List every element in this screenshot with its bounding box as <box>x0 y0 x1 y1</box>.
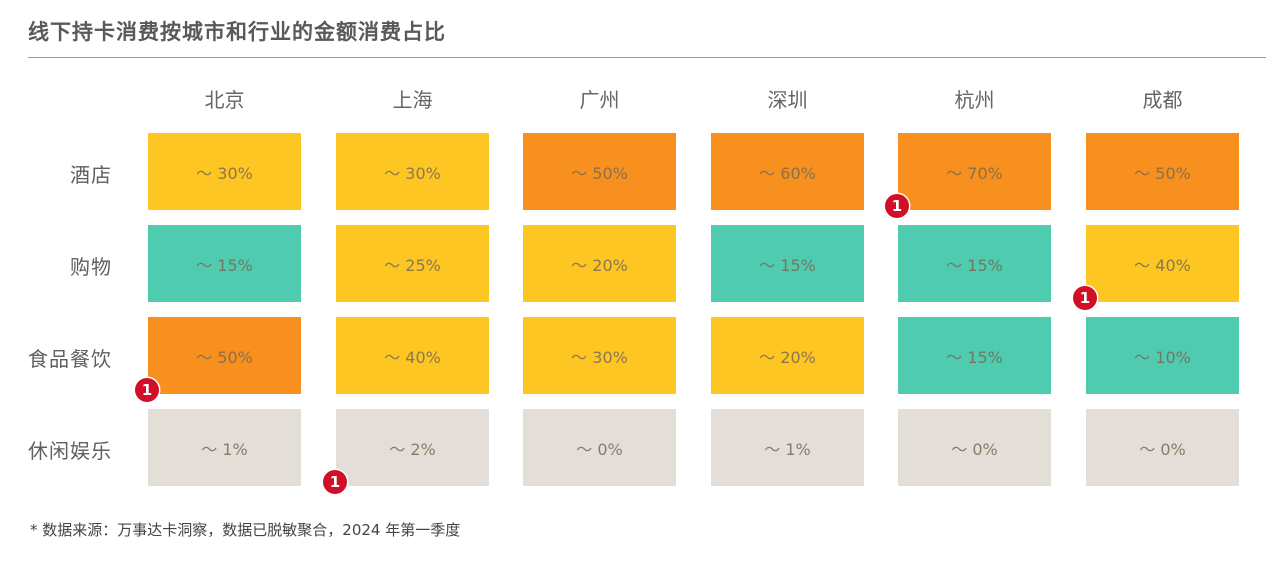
cell-value-label: ～ 30% <box>571 347 628 367</box>
cell-value-label: ～ 15% <box>946 347 1003 367</box>
column-header: 北京 <box>204 88 245 112</box>
heatmap-cell: ～ 50% <box>148 317 301 394</box>
cell-value-label: ～ 40% <box>1134 255 1191 275</box>
cell-value-label: ～ 50% <box>196 347 253 367</box>
cell-value-label: ～ 50% <box>571 163 628 183</box>
cell-value-label: ～ 50% <box>1134 163 1191 183</box>
cell-value-label: ～ 0% <box>1139 439 1186 459</box>
title-divider <box>28 57 1266 58</box>
column-header: 广州 <box>579 88 620 112</box>
row-header: 购物 <box>70 255 112 279</box>
heatmap-cell: ～ 40% <box>1086 225 1239 302</box>
cell-value-label: ～ 0% <box>951 439 998 459</box>
heatmap-cell: ～ 30% <box>523 317 676 394</box>
footnote: * 数据来源：万事达卡洞察，数据已脱敏聚合，2024 年第一季度 <box>30 521 461 539</box>
heatmap-cell: ～ 15% <box>711 225 864 302</box>
column-header: 深圳 <box>767 88 808 112</box>
row-header: 酒店 <box>70 163 112 187</box>
cell-value-label: ～ 20% <box>571 255 628 275</box>
heatmap-cell: ～ 20% <box>523 225 676 302</box>
heatmap-cell: ～ 40% <box>336 317 489 394</box>
column-header: 杭州 <box>954 88 995 112</box>
heatmap-cell: ～ 30% <box>336 133 489 210</box>
heatmap-cell: ～ 1% <box>711 409 864 486</box>
cell-value-label: ～ 30% <box>384 163 441 183</box>
heatmap-cell: ～ 25% <box>336 225 489 302</box>
cell-value-label: ～ 60% <box>759 163 816 183</box>
cell-value-label: ～ 25% <box>384 255 441 275</box>
annotation-marker: 1 <box>1073 286 1097 310</box>
column-header: 成都 <box>1142 88 1183 112</box>
cell-value-label: ～ 15% <box>759 255 816 275</box>
heatmap-cell: ～ 2% <box>336 409 489 486</box>
heatmap-cell: ～ 60% <box>711 133 864 210</box>
cell-value-label: ～ 1% <box>764 439 811 459</box>
cell-value-label: ～ 2% <box>389 439 436 459</box>
cell-value-label: ～ 10% <box>1134 347 1191 367</box>
chart-title: 线下持卡消费按城市和行业的金额消费占比 <box>28 20 446 44</box>
annotation-marker: 1 <box>885 194 909 218</box>
column-header: 上海 <box>392 88 433 112</box>
heatmap-cell: ～ 0% <box>1086 409 1239 486</box>
heatmap-cell: ～ 50% <box>1086 133 1239 210</box>
row-header: 休闲娱乐 <box>28 439 112 463</box>
row-header: 食品餐饮 <box>28 347 112 371</box>
cell-value-label: ～ 1% <box>201 439 248 459</box>
cell-value-label: ～ 70% <box>946 163 1003 183</box>
heatmap-cell: ～ 15% <box>898 317 1051 394</box>
annotation-marker: 1 <box>135 378 159 402</box>
cell-value-label: ～ 30% <box>196 163 253 183</box>
cell-value-label: ～ 20% <box>759 347 816 367</box>
heatmap-cell: ～ 70% <box>898 133 1051 210</box>
cell-value-label: ～ 15% <box>946 255 1003 275</box>
heatmap-cell: ～ 0% <box>523 409 676 486</box>
heatmap-cell: ～ 20% <box>711 317 864 394</box>
heatmap-cell: ～ 30% <box>148 133 301 210</box>
cell-value-label: ～ 15% <box>196 255 253 275</box>
heatmap-cell: ～ 50% <box>523 133 676 210</box>
heatmap-cell: ～ 1% <box>148 409 301 486</box>
cell-value-label: ～ 40% <box>384 347 441 367</box>
heatmap-cell: ～ 15% <box>148 225 301 302</box>
annotation-marker: 1 <box>323 470 347 494</box>
heatmap-cell: ～ 0% <box>898 409 1051 486</box>
heatmap-cell: ～ 15% <box>898 225 1051 302</box>
heatmap-cell: ～ 10% <box>1086 317 1239 394</box>
cell-value-label: ～ 0% <box>576 439 623 459</box>
